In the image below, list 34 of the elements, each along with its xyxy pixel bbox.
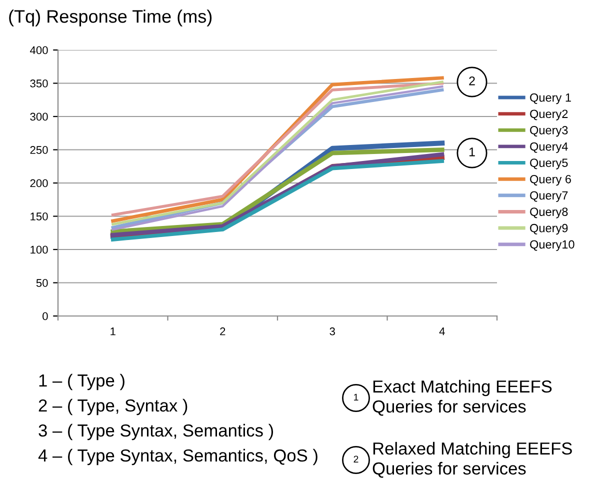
y-tick-label: 150 bbox=[30, 212, 48, 220]
x-tick-label: 3 bbox=[330, 327, 335, 336]
legend-label: Query3 bbox=[530, 126, 568, 137]
y-tick-label: 300 bbox=[30, 112, 48, 121]
legend-label: Query 6 bbox=[530, 174, 571, 186]
text: 1 – ( Type ) bbox=[39, 374, 124, 390]
chart-title: (Tq) Response Time (ms) bbox=[9, 10, 212, 26]
text: 4 – ( Type Syntax, Semantics, QoS ) bbox=[38, 448, 318, 466]
y-tick-label: 100 bbox=[30, 246, 48, 254]
y-tick-label: 50 bbox=[36, 279, 48, 287]
text: Relaxed Matching EEEFS Queries for services bbox=[372, 442, 572, 478]
legend-label: Query4 bbox=[530, 142, 568, 154]
legend-label: Query7 bbox=[530, 191, 568, 202]
text: 3 – ( Type Syntax, Semantics ) bbox=[38, 424, 274, 440]
y-tick-label: 200 bbox=[30, 179, 48, 188]
x-tick-label: 4 bbox=[439, 328, 445, 336]
y-tick-label: 0 bbox=[42, 312, 48, 320]
x-tick-label: 1 bbox=[110, 328, 116, 336]
legend-label: Query8 bbox=[530, 208, 568, 218]
x-tick-label: 2 bbox=[220, 327, 226, 336]
text: 2 – ( Type, Syntax ) bbox=[38, 398, 188, 416]
annotation: 1 bbox=[469, 148, 475, 156]
y-tick-label: 350 bbox=[30, 80, 48, 88]
y-tick-label: 400 bbox=[30, 46, 48, 54]
legend-label: Query 1 bbox=[530, 93, 571, 104]
legend-label: Query9 bbox=[530, 224, 568, 235]
legend-label: Query2 bbox=[530, 110, 568, 120]
text: 2 bbox=[354, 456, 358, 463]
text: 1 bbox=[354, 394, 358, 401]
legend-label: Query5 bbox=[530, 158, 568, 170]
annotation: 2 bbox=[469, 76, 475, 86]
legend-label: Query10 bbox=[530, 240, 574, 251]
text: Exact Matching EEEFS Queries for services bbox=[372, 380, 552, 416]
y-tick-label: 250 bbox=[30, 146, 48, 154]
